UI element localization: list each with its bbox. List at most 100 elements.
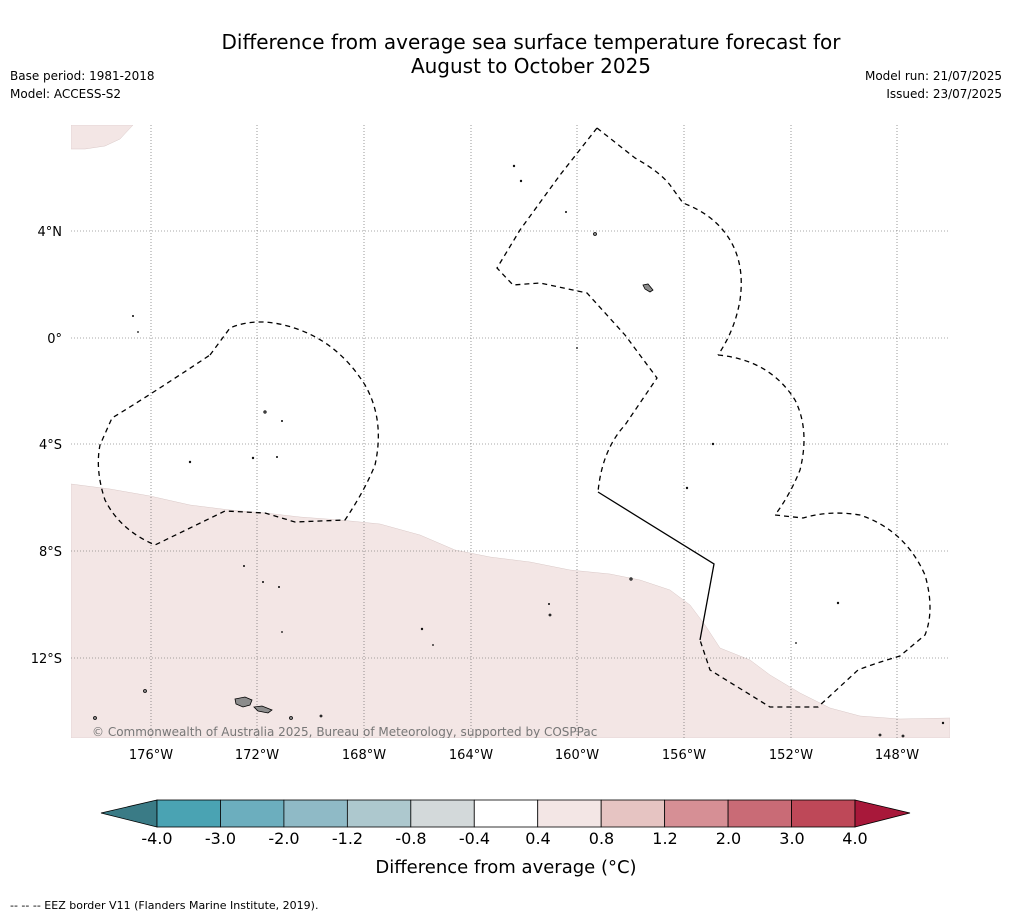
colorbar-bin [727,799,792,828]
meta-right: Model run: 21/07/2025 Issued: 23/07/2025 [865,67,1002,103]
islet [242,565,245,568]
islet [795,642,797,644]
colorbar-tick-label: -4.0 [141,829,172,848]
islet [251,456,255,460]
colorbar-tick-label: 4.0 [842,829,867,848]
samoa-island-upolu [234,696,253,708]
colorbar-tick-label: -2.0 [268,829,299,848]
islet [878,733,882,737]
eez-tokelau-samoa [97,321,379,546]
islands [93,164,945,738]
lon-label: 172°W [235,748,279,763]
kiribati-island [642,283,654,293]
islet [593,232,597,236]
colorbar-tick-label: 0.4 [525,829,550,848]
colorbar-tick-label: 1.2 [652,829,677,848]
colorbar-bin [791,799,856,828]
islet [519,179,523,183]
map-panel: © Commonwealth of Australia 2025, Bureau… [71,125,950,739]
colorbar-high-extend [854,799,911,828]
islet [261,581,264,584]
eez-solid-border [597,491,715,641]
islet [131,314,134,317]
eez-footnote: -- -- -- EEZ border V11 (Flanders Marine… [10,899,319,912]
lat-label: 4°S [39,438,62,453]
lon-label: 176°W [129,748,173,763]
colorbar-low-extend [100,799,158,828]
issued-date: Issued: 23/07/2025 [886,87,1002,101]
colorbar-bin [537,799,602,828]
islet [420,627,424,631]
islet [280,419,283,422]
colorbar-tick-label: 3.0 [779,829,804,848]
colorbar-bin [600,799,666,828]
lon-label: 164°W [449,748,493,763]
islet [432,644,434,646]
colorbar-tick-label: -3.0 [205,829,236,848]
colorbar-tick-labels: -4.0 -3.0 -2.0 -1.2 -0.8 -0.4 0.4 0.8 1.… [141,829,867,848]
islet [143,689,147,693]
islet [188,460,192,464]
colorbar-bin [283,799,348,828]
islet [93,716,97,720]
eez-borders [97,127,931,708]
islet [836,601,840,605]
islet [512,164,516,168]
islet [629,577,633,581]
model-name: Model: ACCESS-S2 [10,87,122,101]
colorbar-tick-label: -1.2 [332,829,363,848]
colorbar-title: Difference from average (°C) [375,857,636,878]
lon-label: 160°W [555,748,599,763]
colorbar-bin [220,799,285,828]
colorbar-bins [156,799,856,828]
lat-label: 12°S [31,652,62,667]
lat-label: 4°N [38,225,63,240]
colorbar-bin [156,799,221,828]
colorbar-tick-label: -0.4 [459,829,490,848]
latitude-labels: 4°N 0° 4°S 8°S 12°S [31,225,62,667]
islet [289,716,293,720]
islet [548,613,552,617]
lon-label: 148°W [875,748,919,763]
islet [565,210,568,213]
islet [281,631,283,633]
islet [275,455,278,458]
lon-label: 152°W [769,748,813,763]
islet [277,586,280,589]
colorbar-bin [346,799,412,828]
eez-line-islands-south [699,354,931,708]
islet [263,410,267,414]
islet [319,714,323,718]
islet [685,486,689,490]
title-line-1: Difference from average sea surface temp… [221,30,841,54]
meta-left: Base period: 1981-2018 Model: ACCESS-S2 [10,67,155,103]
colorbar-bin [410,799,475,828]
samoa-island-savaii [253,705,273,714]
lon-label: 168°W [342,748,386,763]
islet [137,331,139,333]
colorbar-tick-label: 2.0 [716,829,741,848]
islet [941,721,945,725]
islet [711,442,715,446]
eez-kiribati-phoenix [496,127,658,493]
colorbar: -4.0 -3.0 -2.0 -1.2 -0.8 -0.4 0.4 0.8 1.… [100,799,911,878]
islet [901,734,905,738]
colorbar-bin [473,799,539,828]
eez-line-islands-north [596,127,742,356]
base-period: Base period: 1981-2018 [10,69,155,83]
islet [576,347,578,349]
map-title: Difference from average sea surface temp… [0,30,1011,78]
islet [548,603,551,606]
anomaly-region-north [71,125,134,150]
lat-label: 8°S [39,545,62,560]
colorbar-tick-label: 0.8 [589,829,614,848]
lon-label: 156°W [662,748,706,763]
longitude-labels: 176°W 172°W 168°W 164°W 160°W 156°W 152°… [129,748,919,763]
colorbar-bin [664,799,729,828]
colorbar-tick-label: -0.8 [395,829,426,848]
model-run: Model run: 21/07/2025 [864,69,1002,83]
lat-label: 0° [47,332,62,347]
title-line-2: August to October 2025 [410,54,652,78]
copyright-text: © Commonwealth of Australia 2025, Bureau… [92,725,597,739]
